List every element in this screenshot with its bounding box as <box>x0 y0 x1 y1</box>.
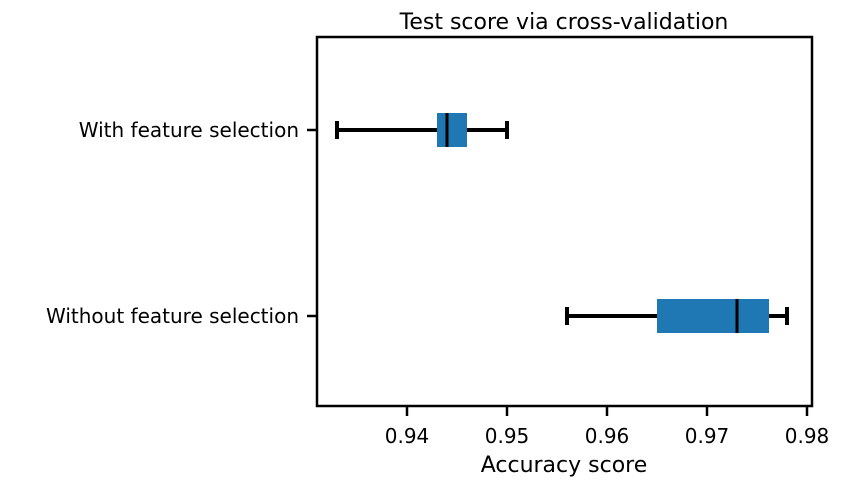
x-axis: 0.94 0.95 0.96 0.97 0.98 <box>385 406 830 448</box>
box-series <box>335 113 509 147</box>
box-series <box>565 299 789 333</box>
y-tick-label: Without feature selection <box>46 304 299 328</box>
x-tick-label: 0.95 <box>485 424 530 448</box>
x-tick-label: 0.97 <box>685 424 730 448</box>
box <box>437 113 467 147</box>
x-tick-label: 0.94 <box>385 424 430 448</box>
chart-title: Test score via cross-validation <box>399 10 729 35</box>
y-tick-label: With feature selection <box>79 118 299 142</box>
plot-frame <box>315 35 814 408</box>
x-tick-label: 0.96 <box>585 424 630 448</box>
box <box>657 299 769 333</box>
x-axis-label: Accuracy score <box>481 453 648 478</box>
plot-area <box>335 113 789 333</box>
y-axis: With feature selection Without feature se… <box>46 118 317 328</box>
x-tick-label: 0.98 <box>785 424 830 448</box>
